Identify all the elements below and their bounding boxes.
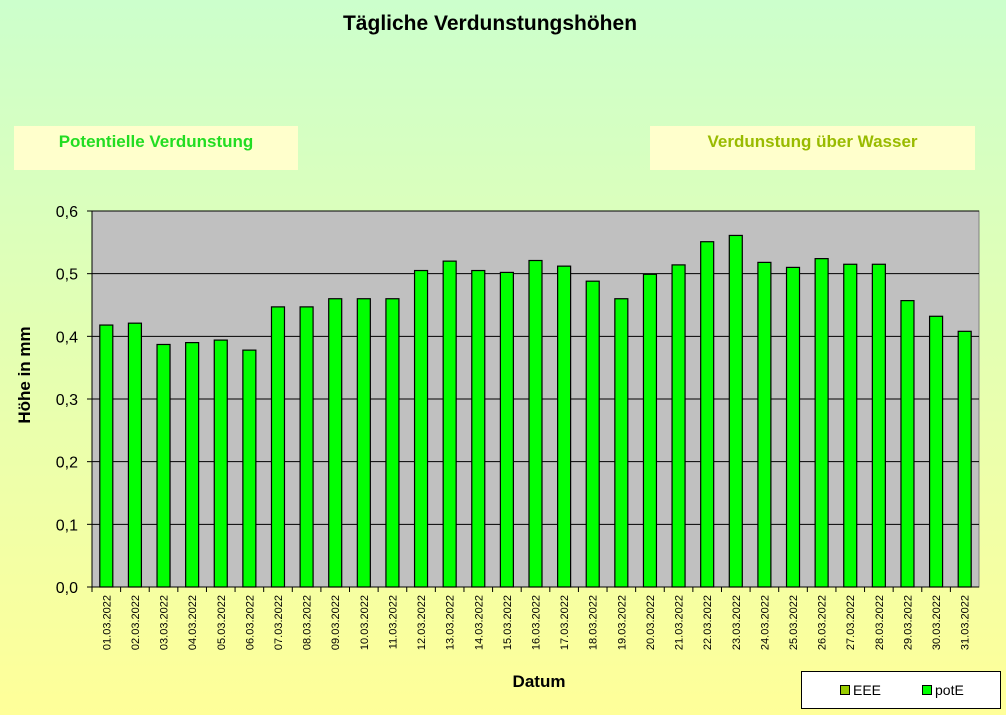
x-tick-label: 27.03.2022	[845, 595, 857, 650]
legend-swatch-eee	[840, 685, 850, 695]
x-tick-label: 12.03.2022	[416, 595, 428, 650]
bar	[585, 280, 600, 588]
legend-swatch-pote	[922, 685, 932, 695]
x-tick-label: 23.03.2022	[731, 595, 743, 650]
bar	[642, 273, 658, 588]
bar	[156, 343, 171, 588]
bar	[957, 330, 972, 588]
x-tick-label: 07.03.2022	[273, 595, 285, 650]
bar	[499, 271, 514, 588]
bar	[127, 322, 143, 588]
bar	[356, 298, 371, 588]
bar	[442, 260, 457, 588]
x-tick-label: 03.03.2022	[159, 595, 171, 650]
bar	[385, 298, 400, 588]
x-tick-label: 26.03.2022	[817, 595, 829, 650]
y-tick-label: 0,0	[56, 580, 78, 597]
x-tick-label: 05.03.2022	[216, 595, 228, 650]
bar	[843, 263, 858, 588]
chart-title: Tägliche Verdunstungshöhen	[342, 12, 638, 35]
x-tick-label: 16.03.2022	[531, 595, 543, 650]
water-evaporation-label: Verdunstung über Wasser	[650, 126, 975, 170]
y-tick-label: 0,3	[56, 392, 78, 409]
y-tick-label: 0,6	[56, 204, 78, 221]
legend-item-eee: EEE	[840, 682, 881, 698]
bar	[471, 269, 486, 588]
bar	[814, 258, 829, 588]
bar	[871, 263, 886, 588]
x-tick-label: 18.03.2022	[588, 595, 600, 650]
legend: EEE potE	[801, 671, 1001, 709]
x-tick-label: 19.03.2022	[616, 595, 628, 650]
x-tick-label: 17.03.2022	[559, 595, 571, 650]
bar	[757, 261, 772, 588]
bar	[99, 324, 114, 588]
y-tick-label: 0,4	[56, 329, 78, 346]
x-tick-label: 08.03.2022	[302, 595, 314, 650]
y-tick-label: 0,5	[56, 267, 78, 284]
x-axis-label: Datum	[513, 672, 566, 691]
bar	[614, 298, 629, 588]
x-tick-label: 29.03.2022	[902, 595, 914, 650]
bar	[728, 234, 743, 588]
bar	[700, 241, 715, 588]
potential-evaporation-label: Potentielle Verdunstung	[14, 126, 298, 170]
bar	[557, 265, 572, 588]
x-tick-label: 30.03.2022	[931, 595, 943, 650]
legend-item-pote: potE	[922, 682, 964, 698]
x-tick-label: 01.03.2022	[101, 595, 113, 650]
bar	[671, 264, 686, 588]
bar	[328, 298, 343, 588]
bar	[528, 259, 543, 588]
x-tick-label: 02.03.2022	[130, 595, 142, 650]
x-ticks: 01.03.2022 02.03.2022 03.03.2022 04.03.2022…	[91, 587, 972, 650]
bar	[270, 306, 286, 588]
x-tick-label: 06.03.2022	[244, 595, 256, 650]
x-tick-label: 20.03.2022	[645, 595, 657, 650]
y-tick-label: 0,1	[56, 517, 78, 534]
bar	[928, 315, 944, 588]
x-tick-label: 21.03.2022	[674, 595, 686, 650]
x-tick-label: 22.03.2022	[702, 595, 714, 650]
x-tick-label: 10.03.2022	[359, 595, 371, 650]
x-tick-label: 31.03.2022	[960, 595, 972, 650]
x-tick-label: 09.03.2022	[330, 595, 342, 650]
bar	[185, 342, 200, 588]
x-tick-label: 25.03.2022	[788, 595, 800, 650]
legend-label-pote: potE	[935, 682, 964, 698]
bar	[213, 339, 228, 588]
bar	[242, 349, 257, 588]
x-tick-label: 24.03.2022	[759, 595, 771, 650]
y-ticks: 0,0 0,1 0,2 0,3 0,4 0,5 0,6	[56, 204, 92, 597]
x-tick-label: 04.03.2022	[187, 595, 199, 650]
bar	[900, 300, 915, 588]
bars	[99, 234, 972, 588]
bar	[413, 269, 429, 588]
x-tick-label: 15.03.2022	[502, 595, 514, 650]
y-axis-label: Höhe in mm	[15, 326, 34, 423]
x-tick-label: 28.03.2022	[874, 595, 886, 650]
x-tick-label: 11.03.2022	[387, 595, 399, 649]
x-tick-label: 13.03.2022	[445, 595, 457, 650]
y-tick-label: 0,2	[56, 455, 78, 472]
bar	[299, 306, 314, 588]
x-tick-label: 14.03.2022	[473, 595, 485, 650]
legend-label-eee: EEE	[853, 682, 882, 698]
bar	[785, 266, 801, 588]
